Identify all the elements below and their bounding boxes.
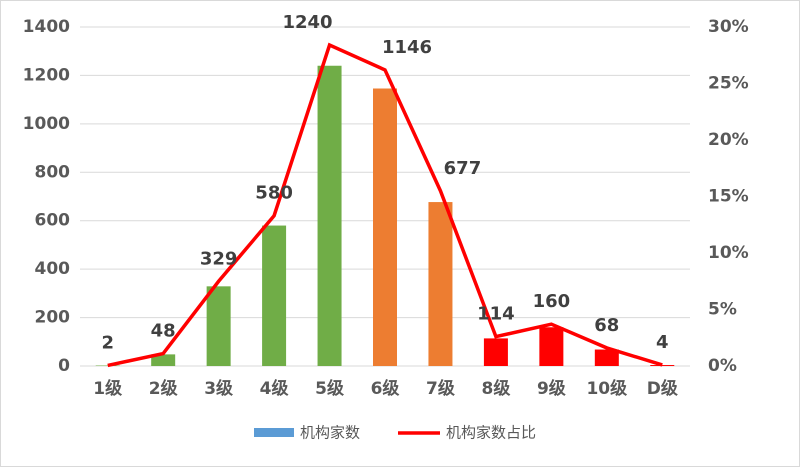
x-tick-label: 10级 bbox=[586, 378, 627, 399]
x-tick-label: 6级 bbox=[371, 378, 400, 399]
data-label: 677 bbox=[444, 158, 482, 179]
x-tick-label: 1级 bbox=[93, 378, 122, 399]
bar bbox=[650, 365, 675, 366]
bar bbox=[262, 225, 287, 366]
x-tick-label: 7级 bbox=[426, 378, 455, 399]
data-label: 114 bbox=[477, 304, 515, 325]
y2-tick-label: 5% bbox=[708, 300, 737, 320]
y-tick-label: 1200 bbox=[23, 65, 70, 85]
y-tick-label: 400 bbox=[35, 259, 71, 279]
data-label: 48 bbox=[151, 321, 176, 342]
y-tick-label: 0 bbox=[58, 356, 70, 376]
y-tick-label: 600 bbox=[35, 211, 71, 231]
y2-tick-label: 25% bbox=[708, 74, 749, 94]
y-tick-label: 200 bbox=[35, 308, 71, 328]
bar bbox=[373, 88, 397, 367]
legend-label: 机构家数占比 bbox=[446, 424, 536, 442]
data-label: 329 bbox=[200, 248, 238, 269]
x-tick-label: 5级 bbox=[315, 378, 344, 399]
x-tick-label: 9级 bbox=[537, 378, 566, 399]
bar bbox=[206, 286, 231, 366]
x-tick-label: 8级 bbox=[481, 378, 510, 399]
x-tick-label: 4级 bbox=[260, 378, 289, 399]
bar bbox=[594, 349, 619, 366]
data-label: 4 bbox=[656, 332, 669, 353]
bar bbox=[151, 354, 176, 366]
x-tick-label: 2级 bbox=[149, 378, 178, 399]
y2-tick-label: 10% bbox=[708, 243, 749, 263]
y-tick-label: 1400 bbox=[23, 17, 70, 37]
y2-tick-label: 30% bbox=[708, 17, 749, 37]
y2-tick-label: 0% bbox=[708, 356, 737, 376]
y2-tick-label: 20% bbox=[708, 130, 749, 150]
data-label: 160 bbox=[533, 291, 571, 312]
x-tick-label: D级 bbox=[647, 378, 678, 399]
data-label: 1146 bbox=[382, 37, 432, 58]
y-tick-label: 800 bbox=[35, 162, 71, 182]
legend-swatch bbox=[254, 428, 294, 437]
bar bbox=[428, 202, 453, 366]
data-label: 68 bbox=[594, 315, 619, 336]
bar bbox=[539, 327, 564, 366]
data-label: 580 bbox=[255, 183, 293, 204]
line bbox=[107, 42, 663, 368]
bar bbox=[483, 338, 508, 366]
y2-tick-label: 15% bbox=[708, 187, 749, 207]
y-tick-label: 1000 bbox=[23, 114, 70, 134]
x-tick-label: 3级 bbox=[204, 378, 233, 399]
bar bbox=[317, 65, 342, 366]
data-label: 2 bbox=[101, 332, 114, 353]
data-label: 1240 bbox=[282, 12, 332, 33]
legend-label: 机构家数 bbox=[300, 424, 360, 442]
